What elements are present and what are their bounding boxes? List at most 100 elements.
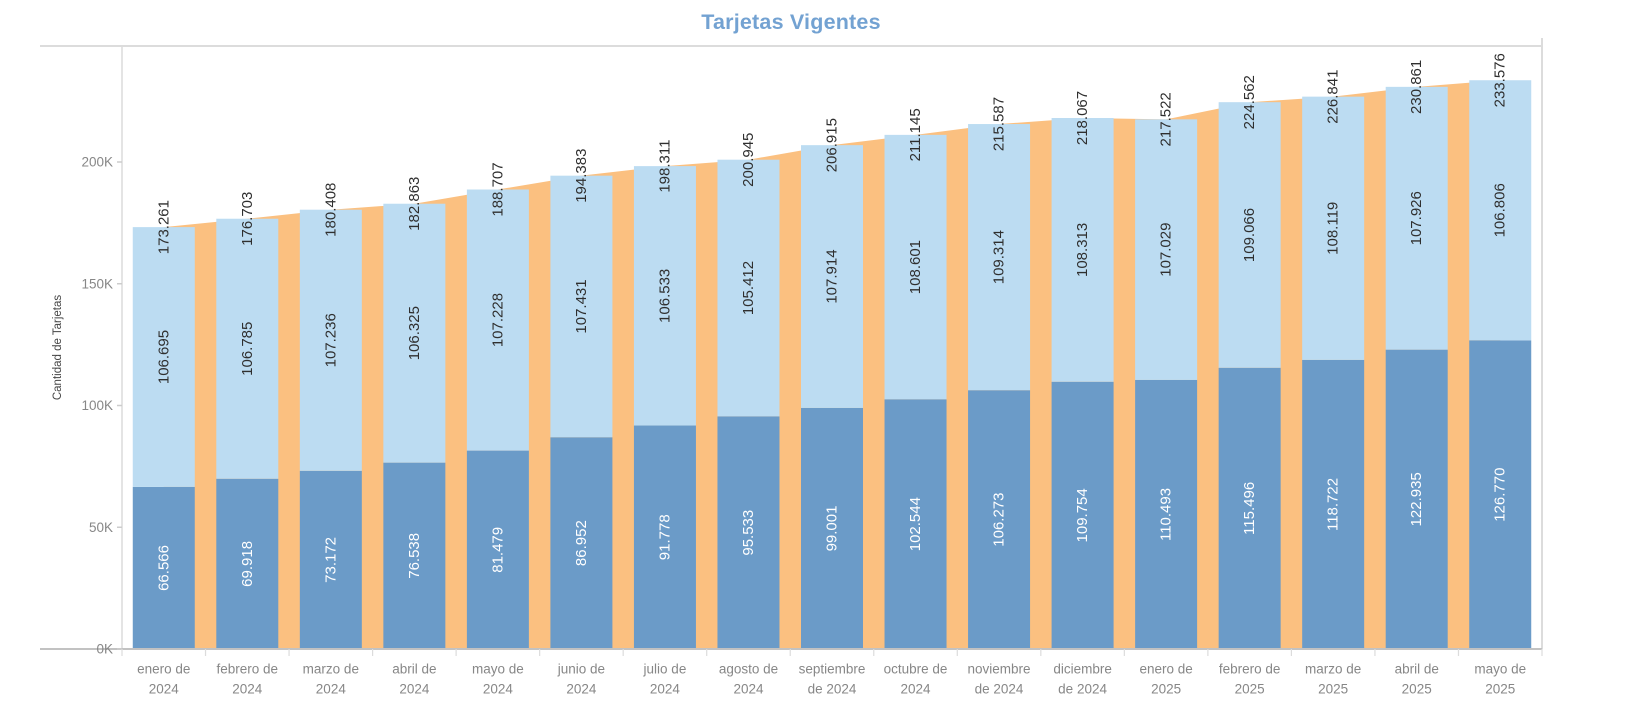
bar-segment-top[interactable] — [1469, 80, 1532, 341]
y-tick-label: 150K — [81, 276, 113, 291]
segment-bottom-value-label: 95.533 — [740, 510, 757, 556]
x-axis-label-line2: 2025 — [1151, 682, 1181, 697]
bar-segment-bottom[interactable] — [1218, 367, 1281, 649]
bar-segment-top[interactable] — [299, 209, 362, 471]
bar-segment-top[interactable] — [717, 159, 780, 417]
segment-bottom-value-label: 86.952 — [573, 520, 590, 566]
x-axis-label-line2: 2025 — [1485, 682, 1515, 697]
bar-segment-top[interactable] — [633, 166, 696, 426]
total-value-label: 211.145 — [907, 108, 924, 161]
bar-segment-bottom[interactable] — [801, 407, 863, 649]
bar-segment-top[interactable] — [383, 203, 446, 463]
segment-top-value-label: 106.806 — [1492, 183, 1509, 237]
bar-segment-top[interactable] — [216, 218, 279, 479]
total-value-label: 230.861 — [1408, 60, 1425, 114]
segment-top-value-label: 106.785 — [239, 322, 256, 376]
segment-top-value-label: 107.926 — [1408, 191, 1425, 245]
x-axis-label-line2: 2024 — [232, 682, 263, 697]
bar-segment-bottom[interactable] — [717, 416, 780, 649]
x-axis-label-line2: 2025 — [1318, 682, 1348, 697]
x-axis-label-line2: de 2024 — [1058, 682, 1107, 697]
bar-segment-top[interactable] — [1218, 102, 1281, 368]
segment-bottom-value-label: 69.918 — [239, 541, 256, 587]
bar-segment-bottom[interactable] — [884, 399, 947, 649]
bar-segment-bottom[interactable] — [1385, 349, 1448, 649]
bar-segment-bottom[interactable] — [466, 450, 529, 649]
bar-segment-top[interactable] — [466, 189, 529, 451]
bar-segment-bottom[interactable] — [1302, 359, 1365, 649]
x-axis-label-line1: mayo de — [472, 662, 524, 677]
x-axis-label-line1: febrero de — [217, 662, 279, 677]
x-axis-label-line1: noviembre — [968, 662, 1031, 677]
segment-bottom-value-label: 66.566 — [155, 545, 172, 591]
x-axis-label-line2: 2024 — [901, 682, 932, 697]
segment-bottom-value-label: 109.754 — [1074, 488, 1091, 542]
x-axis-label-line1: octubre de — [884, 662, 948, 677]
bar-segment-top[interactable] — [550, 175, 613, 438]
bar-segment-top[interactable] — [132, 227, 195, 487]
x-axis-label-line1: enero de — [1139, 662, 1192, 677]
bar-segment-bottom[interactable] — [216, 478, 279, 649]
total-value-label: 188.707 — [489, 162, 506, 216]
segment-top-value-label: 105.412 — [740, 261, 757, 315]
x-axis-label-line2: 2025 — [1402, 682, 1432, 697]
segment-top-value-label: 106.533 — [656, 269, 673, 323]
segment-top-value-label: 109.314 — [991, 230, 1008, 284]
bar-segment-bottom[interactable] — [1135, 379, 1198, 649]
segment-bottom-value-label: 91.778 — [656, 514, 673, 560]
segment-bottom-value-label: 122.935 — [1408, 472, 1425, 526]
x-axis-label-line1: mayo de — [1474, 662, 1526, 677]
y-axis-title: Cantidad de Tarjetas — [52, 295, 64, 401]
x-axis-label-line2: de 2024 — [975, 682, 1024, 697]
total-value-label: 233.576 — [1492, 53, 1509, 107]
segment-bottom-value-label: 115.496 — [1241, 482, 1258, 535]
segment-top-value-label: 107.236 — [322, 313, 339, 367]
bar-segment-bottom[interactable] — [1051, 381, 1114, 649]
bar-segment-top[interactable] — [1051, 118, 1114, 382]
bar-segment-top[interactable] — [1135, 119, 1198, 380]
bar-segment-bottom[interactable] — [383, 462, 446, 649]
total-value-label: 200.945 — [740, 133, 757, 187]
bar-segment-top[interactable] — [968, 124, 1031, 391]
segment-bottom-value-label: 99.001 — [824, 506, 841, 552]
bar-segment-bottom[interactable] — [132, 486, 195, 649]
segment-bottom-value-label: 73.172 — [322, 537, 339, 583]
x-axis-label-line2: 2024 — [149, 682, 180, 697]
bar-segment-bottom[interactable] — [633, 425, 696, 649]
total-value-label: 176.703 — [239, 192, 256, 246]
segment-top-value-label: 108.119 — [1325, 202, 1342, 255]
x-axis-label-line2: 2024 — [650, 682, 681, 697]
bar-segment-top[interactable] — [884, 134, 947, 400]
x-axis-label-line1: julio de — [643, 662, 687, 677]
x-axis-label-line1: marzo de — [1305, 662, 1361, 677]
segment-bottom-value-label: 106.273 — [991, 492, 1008, 546]
total-value-label: 226.841 — [1325, 70, 1342, 124]
segment-bottom-value-label: 118.722 — [1325, 478, 1342, 531]
y-tick-label: 0K — [96, 642, 113, 657]
bar-segment-bottom[interactable] — [968, 390, 1031, 649]
y-tick-label: 200K — [81, 155, 113, 170]
x-axis-label-line1: agosto de — [719, 662, 778, 677]
segment-bottom-value-label: 102.544 — [907, 497, 924, 551]
x-axis-label-line1: diciembre — [1053, 662, 1112, 677]
segment-top-value-label: 106.695 — [155, 330, 172, 384]
x-axis-label-line2: de 2024 — [808, 682, 857, 697]
segment-bottom-value-label: 76.538 — [406, 533, 423, 579]
total-value-label: 173.261 — [155, 200, 172, 254]
bar-segment-top[interactable] — [801, 145, 863, 408]
bar-segment-bottom[interactable] — [299, 470, 362, 649]
bar-segment-bottom[interactable] — [1469, 340, 1532, 649]
segment-top-value-label: 106.325 — [406, 306, 423, 360]
bar-segment-top[interactable] — [1302, 96, 1365, 360]
bar-segment-bottom[interactable] — [550, 437, 613, 649]
x-axis-label-line1: septiembre — [799, 662, 866, 677]
segment-bottom-value-label: 81.479 — [489, 527, 506, 573]
total-value-label: 215.587 — [991, 97, 1008, 151]
total-value-label: 194.383 — [573, 149, 590, 203]
segment-top-value-label: 107.228 — [489, 293, 506, 347]
segment-top-value-label: 109.066 — [1241, 208, 1258, 262]
x-axis-label-line1: abril de — [392, 662, 436, 677]
total-value-label: 180.408 — [322, 183, 339, 237]
bar-segment-top[interactable] — [1385, 86, 1448, 350]
x-axis-label-line2: 2024 — [733, 682, 764, 697]
